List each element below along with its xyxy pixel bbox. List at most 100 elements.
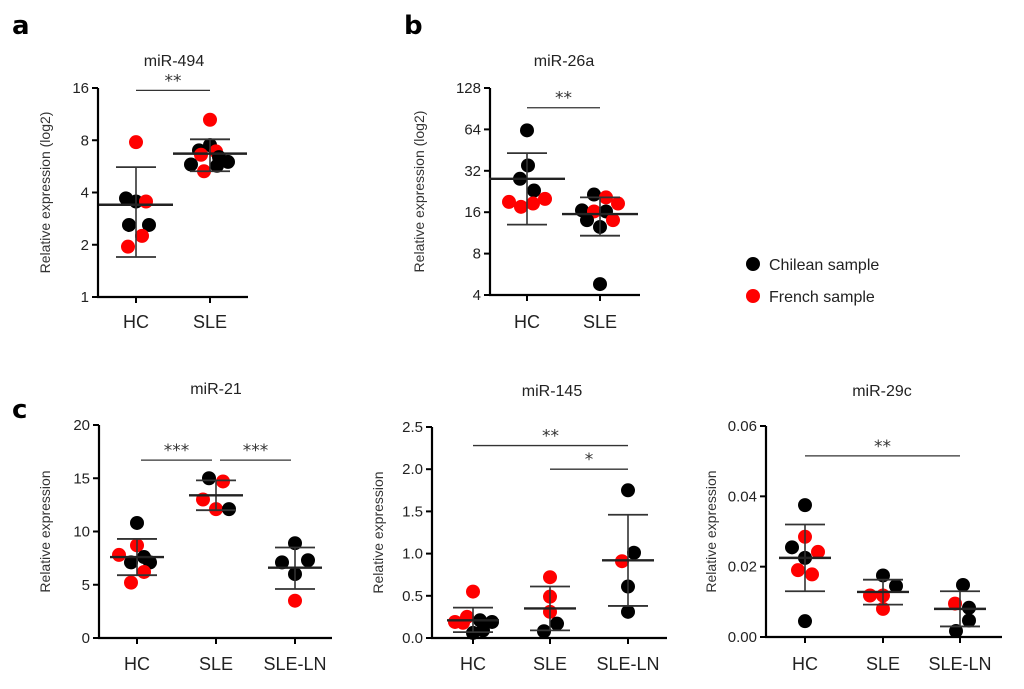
data-point-chilean [587, 187, 601, 202]
chart-panel-mir-26a: b miR-26a Relative expression (log2) 4 8 16 32… [404, 11, 640, 332]
data-point-chilean [222, 502, 236, 517]
y-tick-label: 20 [73, 417, 90, 434]
y-tick-label: 15 [73, 470, 90, 487]
y-tick-label: 2 [81, 237, 89, 254]
group-hc [99, 135, 173, 258]
data-point-chilean [130, 515, 144, 530]
significance-label: ** [555, 89, 572, 109]
y-tick-label: 0.02 [728, 559, 757, 576]
legend-label-french: French sample [769, 289, 875, 306]
panel-letter: b [404, 11, 423, 41]
y-tick-label: 4 [81, 185, 89, 202]
data-point-chilean [221, 154, 235, 169]
data-point-chilean [956, 577, 970, 592]
data-point-chilean [520, 123, 534, 138]
legend: Chilean sample French sample [746, 257, 879, 306]
panel-letter: a [12, 11, 30, 41]
data-point-chilean [621, 604, 635, 619]
significance-label: *** [164, 441, 190, 461]
data-point-chilean [301, 553, 315, 568]
y-tick-label: 16 [464, 204, 481, 221]
chart-title: miR-29c [852, 383, 912, 400]
group-sle-ln [934, 577, 986, 639]
chart-panel-mir-145: miR-145 Relative expression 0.0 0.5 1.0 1.5 2.… [370, 383, 667, 674]
y-tick-label: 2.0 [402, 461, 423, 478]
chart-title: miR-494 [144, 53, 205, 70]
data-point-french [466, 584, 480, 599]
y-tick-label: 64 [464, 121, 481, 138]
x-tick-label: SLE [583, 312, 617, 332]
data-point-french [863, 588, 877, 603]
y-tick-label: 0.00 [728, 629, 757, 646]
data-point-french [791, 563, 805, 578]
y-tick-label: 0.04 [728, 488, 757, 505]
group-hc [110, 515, 164, 590]
group-sle [524, 570, 576, 639]
data-point-french [203, 112, 217, 127]
x-tick-label: HC [460, 654, 486, 674]
data-point-french [129, 135, 143, 150]
significance-label: ** [165, 71, 182, 91]
x-tick-label: HC [792, 654, 818, 674]
significance-label: * [585, 450, 594, 470]
data-point-chilean [580, 213, 594, 228]
significance-label: ** [542, 427, 559, 447]
data-point-chilean [275, 555, 289, 570]
y-tick-label: 32 [464, 163, 481, 180]
y-tick-label: 1.5 [402, 503, 423, 520]
legend-marker-french [746, 289, 760, 303]
data-point-french [514, 199, 528, 214]
data-point-chilean [210, 158, 224, 173]
data-point-chilean [550, 616, 564, 631]
x-tick-label: SLE [193, 312, 227, 332]
data-point-french [538, 191, 552, 206]
x-tick-label: SLE-LN [263, 654, 326, 674]
data-point-chilean [122, 217, 136, 232]
y-axis-label: Relative expression (log2) [411, 111, 427, 273]
x-tick-label: SLE-LN [928, 654, 991, 674]
significance-label: *** [243, 441, 269, 461]
data-point-french [543, 570, 557, 585]
data-point-chilean [124, 555, 138, 570]
y-tick-label: 10 [73, 524, 90, 541]
y-tick-label: 4 [473, 287, 481, 304]
panel-letter: c [12, 395, 27, 425]
y-tick-label: 2.5 [402, 419, 423, 436]
group-sle-ln [602, 483, 654, 619]
data-point-french [948, 596, 962, 611]
y-tick-label: 0.06 [728, 418, 757, 435]
data-point-french [139, 194, 153, 209]
data-point-french [606, 213, 620, 228]
group-hc [779, 498, 831, 629]
y-axis-label: Relative expression [370, 471, 386, 593]
data-point-french [611, 196, 625, 211]
data-point-french [526, 196, 540, 211]
data-point-chilean [949, 624, 963, 639]
y-tick-label: 0.0 [402, 630, 423, 647]
chart-title: miR-145 [522, 383, 583, 400]
data-point-chilean [521, 158, 535, 173]
data-point-french [137, 564, 151, 579]
group-sle-ln [268, 536, 322, 608]
data-point-chilean [593, 277, 607, 292]
data-point-chilean [798, 498, 812, 513]
data-point-chilean [627, 545, 641, 560]
legend-label-chilean: Chilean sample [769, 257, 879, 274]
data-point-french [121, 239, 135, 254]
data-point-french [811, 544, 825, 559]
data-point-french [288, 593, 302, 608]
y-tick-label: 1 [81, 289, 89, 306]
y-tick-label: 0 [82, 630, 90, 647]
data-point-french [502, 194, 516, 209]
group-sle [189, 471, 243, 517]
chart-title: miR-21 [190, 381, 242, 398]
y-axis-label: Relative expression [703, 470, 719, 592]
y-tick-label: 5 [82, 577, 90, 594]
data-point-chilean [142, 217, 156, 232]
data-point-chilean [962, 613, 976, 628]
chart-panel-mir-29c: miR-29c Relative expression 0.00 0.02 0.04 0.… [703, 383, 1002, 674]
data-point-chilean [785, 540, 799, 555]
data-point-chilean [485, 614, 499, 629]
x-tick-label: SLE-LN [596, 654, 659, 674]
